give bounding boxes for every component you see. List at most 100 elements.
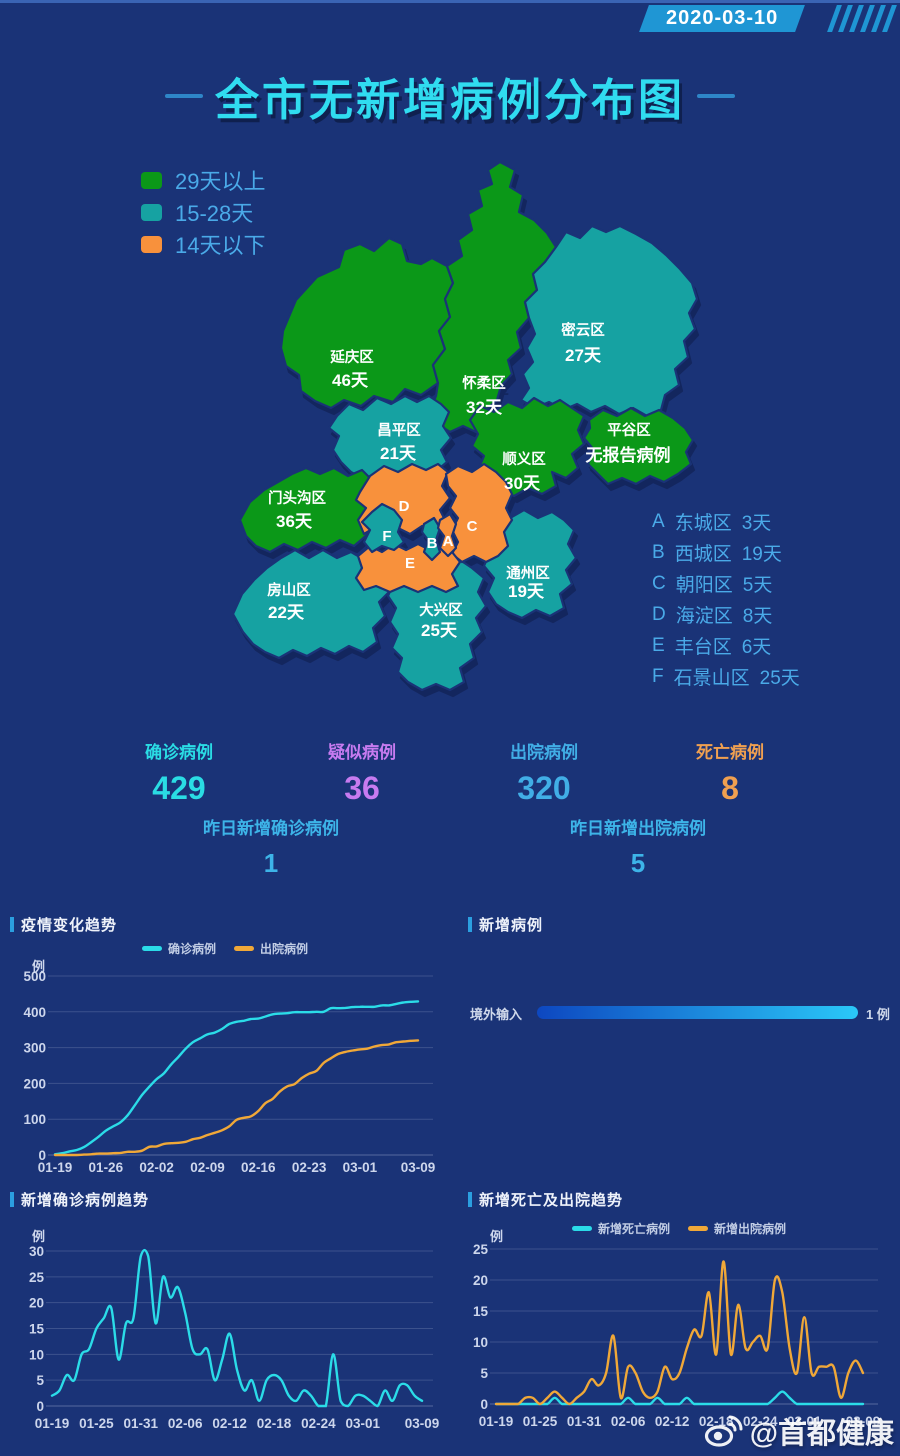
district-letter-label: F (382, 528, 391, 545)
district-days-label: 无报告病例 (585, 445, 671, 465)
district-name-label: 怀柔区 (462, 374, 506, 392)
letter-legend-row: C 朝阳区 5天 (652, 572, 773, 597)
y-tick-label: 15 (29, 1322, 45, 1337)
y-tick-label: 25 (29, 1270, 45, 1285)
district-chaoyang (444, 462, 514, 564)
legend-pill-cyan (572, 1226, 592, 1231)
x-tick-label: 01-19 (479, 1414, 514, 1429)
district-letter-legend: A 东城区 3天 B 西城区 19天 C 朝阳区 5天 D 海淀区 8天 E 丰台区 6天 F 石景山… (652, 506, 800, 692)
panel-title-new-confirmed: 新增确诊病例趋势 (10, 1189, 149, 1210)
y-axis-unit-new-confirmed: 例 (32, 1229, 46, 1244)
series-line-出院病例 (53, 1039, 420, 1157)
district-name-label: 门头沟区 (268, 489, 326, 507)
legend-new-deaths: 新增死亡病例 (572, 1220, 670, 1237)
district-days-label: 21天 (380, 444, 417, 463)
title-line-left (165, 94, 203, 98)
district-shijingshan (360, 502, 406, 554)
legend-swatch-teal (141, 203, 162, 221)
district-days-label: 46天 (332, 371, 369, 390)
imported-cases-label: 境外输入 (470, 1007, 523, 1022)
stat-new-confirmed-yesterday-value: 1 (263, 848, 279, 878)
legend-pill-orange (688, 1226, 709, 1231)
y-axis-unit-death-discharge: 例 (490, 1229, 504, 1244)
top-accent-stripe (0, 0, 900, 3)
y-tick-label: 10 (473, 1335, 488, 1350)
map-legend: 29天以上 15-28天 14天以下 (141, 164, 265, 260)
imported-cases-bar (537, 1006, 858, 1019)
legend-discharged: 出院病例 (234, 940, 308, 957)
x-tick-label: 02-12 (655, 1414, 690, 1429)
legend-item-teal: 15-28天 (141, 196, 265, 228)
district-mentougou (238, 466, 376, 554)
watermark: @首都健康 (704, 1410, 894, 1452)
series-line-新增死亡病例 (494, 1390, 865, 1406)
district-name-label: 延庆区 (329, 348, 374, 366)
stat-discharged-value: 320 (517, 770, 571, 806)
district-letter-label: D (399, 498, 410, 515)
district-dongcheng (436, 512, 458, 558)
x-tick-label: 02-12 (212, 1416, 247, 1431)
panel-title-new-cases: 新增病例 (468, 914, 543, 935)
x-tick-label: 01-31 (567, 1414, 602, 1429)
x-tick-label: 02-16 (241, 1160, 276, 1175)
y-tick-label: 30 (29, 1244, 44, 1259)
y-tick-label: 200 (23, 1076, 46, 1091)
letter-legend-row: F 石景山区 25天 (652, 665, 800, 690)
title-row: 全市无新增病例分布图 (0, 64, 900, 128)
x-tick-label: 02-06 (168, 1416, 203, 1431)
district-letter-label: B (427, 535, 438, 552)
y-tick-label: 0 (38, 1148, 46, 1163)
watermark-text: @首都健康 (749, 1418, 894, 1450)
x-tick-label: 01-25 (79, 1416, 114, 1431)
trend-chart-legend: 确诊病例 出院病例 (142, 940, 308, 957)
legend-confirmed: 确诊病例 (142, 940, 216, 957)
stat-new-discharged-yesterday-value: 5 (630, 848, 646, 878)
legend-new-discharged: 新增出院病例 (688, 1220, 786, 1237)
panel-title-accent-bar (468, 917, 472, 932)
x-tick-label: 01-25 (523, 1414, 558, 1429)
district-letter-label: C (467, 518, 478, 535)
panel-title-accent-bar (10, 917, 14, 932)
x-tick-label: 03-01 (343, 1160, 378, 1175)
legend-pill-cyan (142, 946, 162, 951)
stat-new-confirmed-yesterday: 昨日新增确诊病例 1 (203, 819, 339, 878)
y-tick-label: 0 (480, 1397, 488, 1412)
letter-legend-row: E 丰台区 6天 (652, 634, 772, 659)
stat-confirmed: 确诊病例 429 (145, 743, 213, 806)
stat-new-discharged-yesterday: 昨日新增出院病例 5 (570, 819, 706, 878)
district-name-label: 房山区 (267, 581, 311, 599)
y-tick-label: 0 (36, 1399, 44, 1414)
x-tick-label: 01-19 (38, 1160, 73, 1175)
district-days-label: 32天 (466, 398, 503, 417)
district-days-label: 19天 (508, 582, 545, 601)
district-xicheng (420, 516, 442, 562)
y-tick-label: 400 (23, 1005, 46, 1020)
panel-title-accent-bar (468, 1192, 472, 1207)
stat-discharged: 出院病例 320 (510, 743, 578, 806)
district-name-label: 密云区 (561, 321, 605, 339)
letter-legend-row: B 西城区 19天 (652, 541, 782, 566)
imported-cases-value: 1 例 (866, 1007, 890, 1022)
y-tick-label: 25 (473, 1242, 489, 1257)
x-tick-label: 02-09 (190, 1160, 225, 1175)
stat-confirmed-value: 429 (152, 770, 206, 806)
legend-swatch-green (141, 171, 162, 189)
district-letter-label: E (405, 555, 415, 572)
stat-suspected-value: 36 (344, 770, 380, 806)
district-name-label: 昌平区 (377, 422, 421, 439)
series-line-确诊病例 (53, 1000, 420, 1156)
panel-title-accent-bar (10, 1192, 14, 1207)
series-line-新增出院病例 (494, 1260, 865, 1406)
district-name-label: 通州区 (506, 565, 550, 582)
x-tick-label: 01-26 (89, 1160, 124, 1175)
x-tick-label: 02-24 (301, 1416, 336, 1431)
district-fangshan (231, 548, 393, 660)
weibo-icon (704, 1415, 743, 1447)
stat-suspected: 疑似病例 36 (328, 743, 396, 806)
title-line-right (697, 94, 735, 98)
y-tick-label: 10 (29, 1347, 44, 1362)
page-title: 全市无新增病例分布图 (215, 76, 685, 125)
stat-deaths: 死亡病例 8 (696, 743, 764, 806)
y-tick-label: 20 (473, 1273, 488, 1288)
